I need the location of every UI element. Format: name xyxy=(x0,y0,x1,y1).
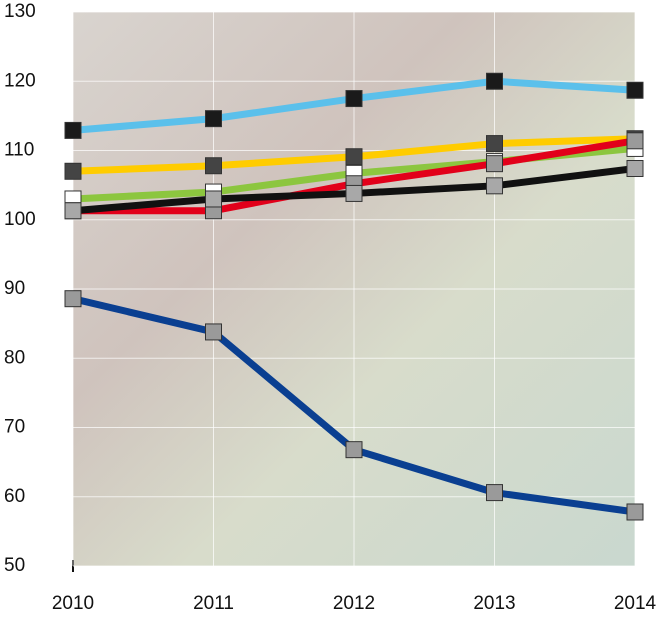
y-tick-label: 100 xyxy=(4,209,36,230)
marker xyxy=(486,135,503,153)
marker xyxy=(626,132,644,150)
marker xyxy=(486,72,503,90)
marker xyxy=(486,484,503,502)
y-tick-label: 70 xyxy=(4,417,25,438)
marker xyxy=(626,81,644,99)
y-tick-label: 80 xyxy=(4,347,25,368)
marker xyxy=(486,155,503,173)
marker xyxy=(64,121,82,139)
y-tick-label: 120 xyxy=(4,70,36,91)
x-tick-label: 2010 xyxy=(52,593,94,614)
marker xyxy=(205,323,222,341)
marker xyxy=(345,90,363,108)
marker xyxy=(345,441,363,459)
marker xyxy=(64,290,82,308)
marker xyxy=(626,160,644,178)
y-tick-label: 60 xyxy=(4,486,25,507)
marker xyxy=(205,157,222,175)
y-tick-label: 90 xyxy=(4,278,25,299)
x-tick-label: 2013 xyxy=(473,593,515,614)
y-tick-label: 110 xyxy=(4,140,34,161)
marker xyxy=(626,503,644,521)
y-tick-label: 130 xyxy=(4,1,36,22)
marker xyxy=(205,110,222,128)
marker xyxy=(64,162,82,180)
marker xyxy=(64,202,82,220)
x-tick-label: 2014 xyxy=(614,593,657,614)
marker xyxy=(345,184,363,202)
x-tick-label: 2012 xyxy=(333,593,375,614)
marker xyxy=(345,148,363,166)
marker xyxy=(205,190,222,208)
marker xyxy=(486,177,503,195)
x-tick-label: 2011 xyxy=(193,593,234,614)
y-tick-label: 50 xyxy=(4,555,25,576)
